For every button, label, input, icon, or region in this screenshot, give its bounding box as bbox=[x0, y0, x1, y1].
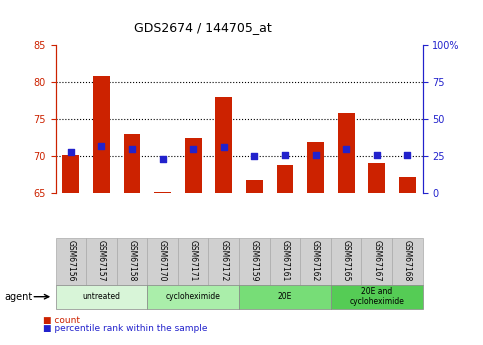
Point bbox=[281, 152, 289, 158]
Point bbox=[189, 146, 197, 152]
Text: GSM67157: GSM67157 bbox=[97, 240, 106, 281]
Bar bbox=[215, 97, 232, 194]
Text: GSM67156: GSM67156 bbox=[66, 240, 75, 281]
Text: GSM67167: GSM67167 bbox=[372, 240, 381, 281]
Bar bbox=[154, 192, 171, 194]
Text: cycloheximide: cycloheximide bbox=[166, 292, 221, 301]
Point bbox=[373, 152, 381, 158]
Text: GSM67161: GSM67161 bbox=[281, 240, 289, 281]
Text: GDS2674 / 144705_at: GDS2674 / 144705_at bbox=[134, 21, 272, 34]
Text: GSM67165: GSM67165 bbox=[341, 240, 351, 281]
Point bbox=[98, 143, 105, 149]
Text: GSM67168: GSM67168 bbox=[403, 240, 412, 281]
Bar bbox=[369, 163, 385, 194]
Text: 20E: 20E bbox=[278, 292, 292, 301]
Text: GSM67171: GSM67171 bbox=[189, 240, 198, 281]
Point bbox=[159, 157, 167, 162]
Text: ■ count: ■ count bbox=[43, 316, 81, 325]
Text: GSM67162: GSM67162 bbox=[311, 240, 320, 281]
Bar bbox=[62, 155, 79, 194]
Text: ■ percentile rank within the sample: ■ percentile rank within the sample bbox=[43, 324, 208, 333]
Point bbox=[312, 152, 319, 158]
Text: 20E and
cycloheximide: 20E and cycloheximide bbox=[349, 287, 404, 306]
Text: untreated: untreated bbox=[83, 292, 120, 301]
Point bbox=[220, 145, 227, 150]
Bar bbox=[277, 165, 293, 194]
Text: GSM67172: GSM67172 bbox=[219, 240, 228, 281]
Bar bbox=[124, 134, 141, 194]
Point bbox=[67, 149, 75, 155]
Text: GSM67158: GSM67158 bbox=[128, 240, 137, 281]
Bar bbox=[307, 142, 324, 194]
Text: GSM67159: GSM67159 bbox=[250, 240, 259, 281]
Bar bbox=[185, 138, 201, 194]
Point bbox=[128, 146, 136, 152]
Point bbox=[251, 154, 258, 159]
Text: GSM67170: GSM67170 bbox=[158, 240, 167, 281]
Point bbox=[403, 152, 411, 158]
Bar bbox=[399, 177, 416, 194]
Bar bbox=[93, 76, 110, 194]
Text: agent: agent bbox=[5, 292, 33, 302]
Bar bbox=[338, 113, 355, 194]
Point bbox=[342, 146, 350, 152]
Bar bbox=[246, 180, 263, 194]
